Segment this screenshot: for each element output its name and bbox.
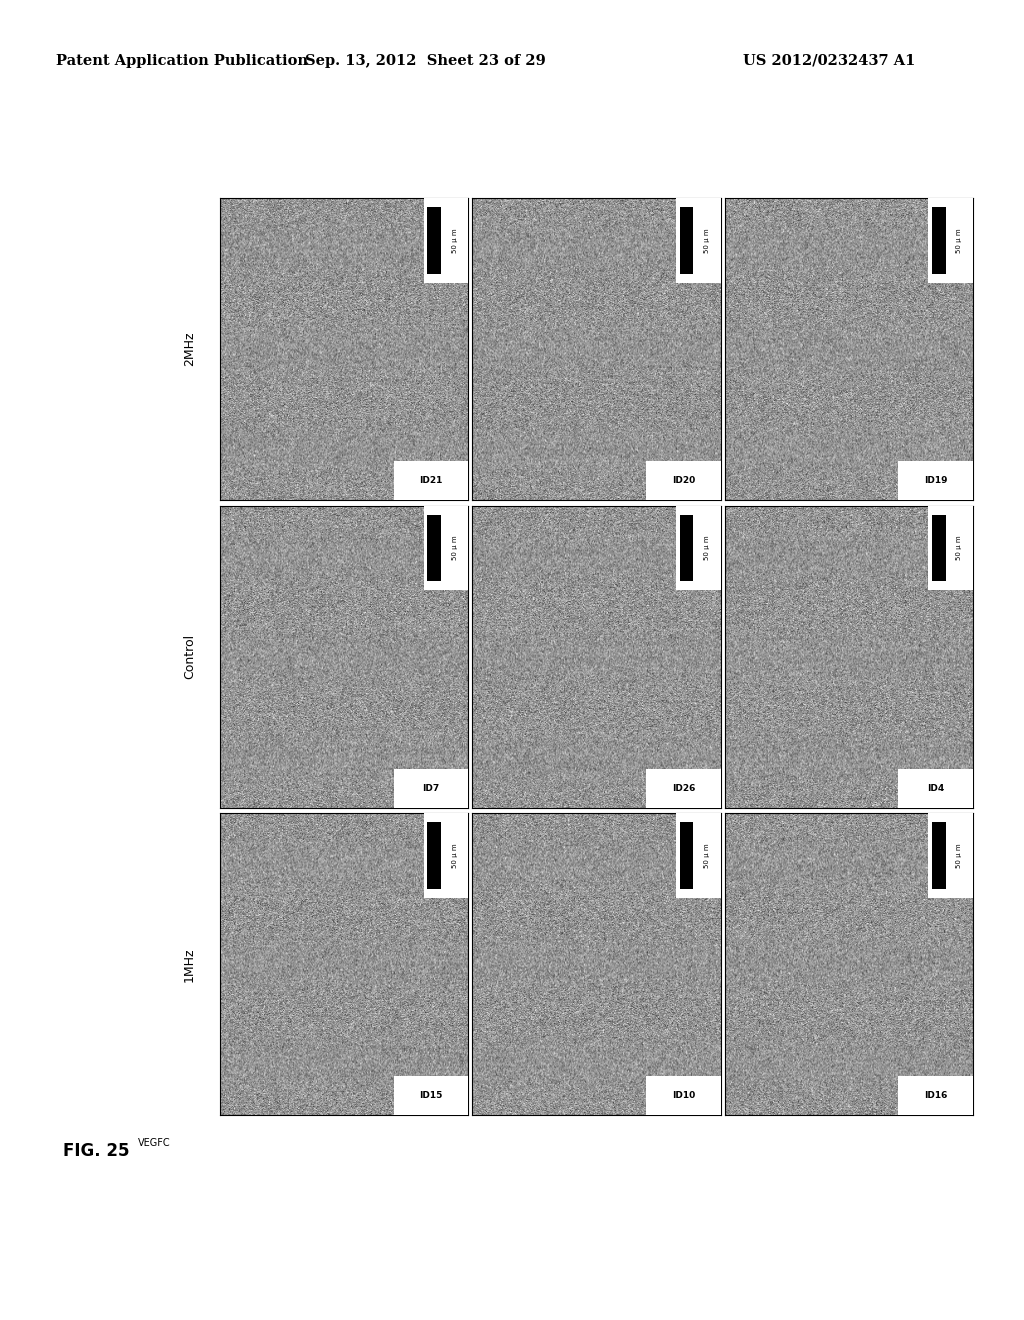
Bar	[676, 198, 721, 282]
Bar	[676, 506, 721, 590]
Bar	[646, 1076, 721, 1115]
Text: ID21: ID21	[420, 477, 442, 486]
Bar	[898, 1076, 973, 1115]
Text: ID4: ID4	[927, 784, 944, 793]
Bar	[427, 515, 441, 581]
Bar	[394, 1076, 468, 1115]
Bar	[394, 461, 468, 500]
Bar	[928, 506, 973, 590]
Text: 50 μ m: 50 μ m	[452, 536, 458, 560]
Text: 50 μ m: 50 μ m	[703, 536, 710, 560]
Bar	[646, 768, 721, 808]
Bar	[424, 506, 468, 590]
Bar	[427, 207, 441, 273]
Text: 50 μ m: 50 μ m	[956, 536, 963, 560]
Bar	[394, 768, 468, 808]
Text: 50 μ m: 50 μ m	[956, 228, 963, 252]
Text: ID10: ID10	[672, 1092, 695, 1101]
Bar	[932, 207, 945, 273]
Text: VEGFC: VEGFC	[138, 1138, 171, 1148]
Text: ID26: ID26	[672, 784, 695, 793]
Text: 50 μ m: 50 μ m	[452, 843, 458, 867]
Text: ID7: ID7	[423, 784, 439, 793]
Bar	[680, 515, 693, 581]
Bar	[680, 822, 693, 888]
Text: 50 μ m: 50 μ m	[452, 228, 458, 252]
Bar	[928, 813, 973, 898]
Bar	[932, 515, 945, 581]
Bar	[898, 768, 973, 808]
Bar	[676, 813, 721, 898]
Bar	[646, 461, 721, 500]
Text: ID20: ID20	[672, 477, 695, 486]
Bar	[424, 813, 468, 898]
Text: 50 μ m: 50 μ m	[703, 843, 710, 867]
Text: ID15: ID15	[420, 1092, 442, 1101]
Text: US 2012/0232437 A1: US 2012/0232437 A1	[743, 54, 915, 67]
Bar	[427, 822, 441, 888]
Bar	[928, 198, 973, 282]
Bar	[898, 461, 973, 500]
Text: Patent Application Publication: Patent Application Publication	[56, 54, 308, 67]
Text: ID19: ID19	[924, 477, 947, 486]
Text: 1MHz: 1MHz	[183, 946, 196, 982]
Bar	[680, 207, 693, 273]
Text: ID16: ID16	[924, 1092, 947, 1101]
Bar	[424, 198, 468, 282]
Text: Sep. 13, 2012  Sheet 23 of 29: Sep. 13, 2012 Sheet 23 of 29	[304, 54, 546, 67]
Text: Control: Control	[183, 634, 196, 680]
Text: 50 μ m: 50 μ m	[956, 843, 963, 867]
Bar	[932, 822, 945, 888]
Text: 50 μ m: 50 μ m	[703, 228, 710, 252]
Text: FIG. 25: FIG. 25	[63, 1142, 130, 1160]
Text: 2MHz: 2MHz	[183, 331, 196, 367]
